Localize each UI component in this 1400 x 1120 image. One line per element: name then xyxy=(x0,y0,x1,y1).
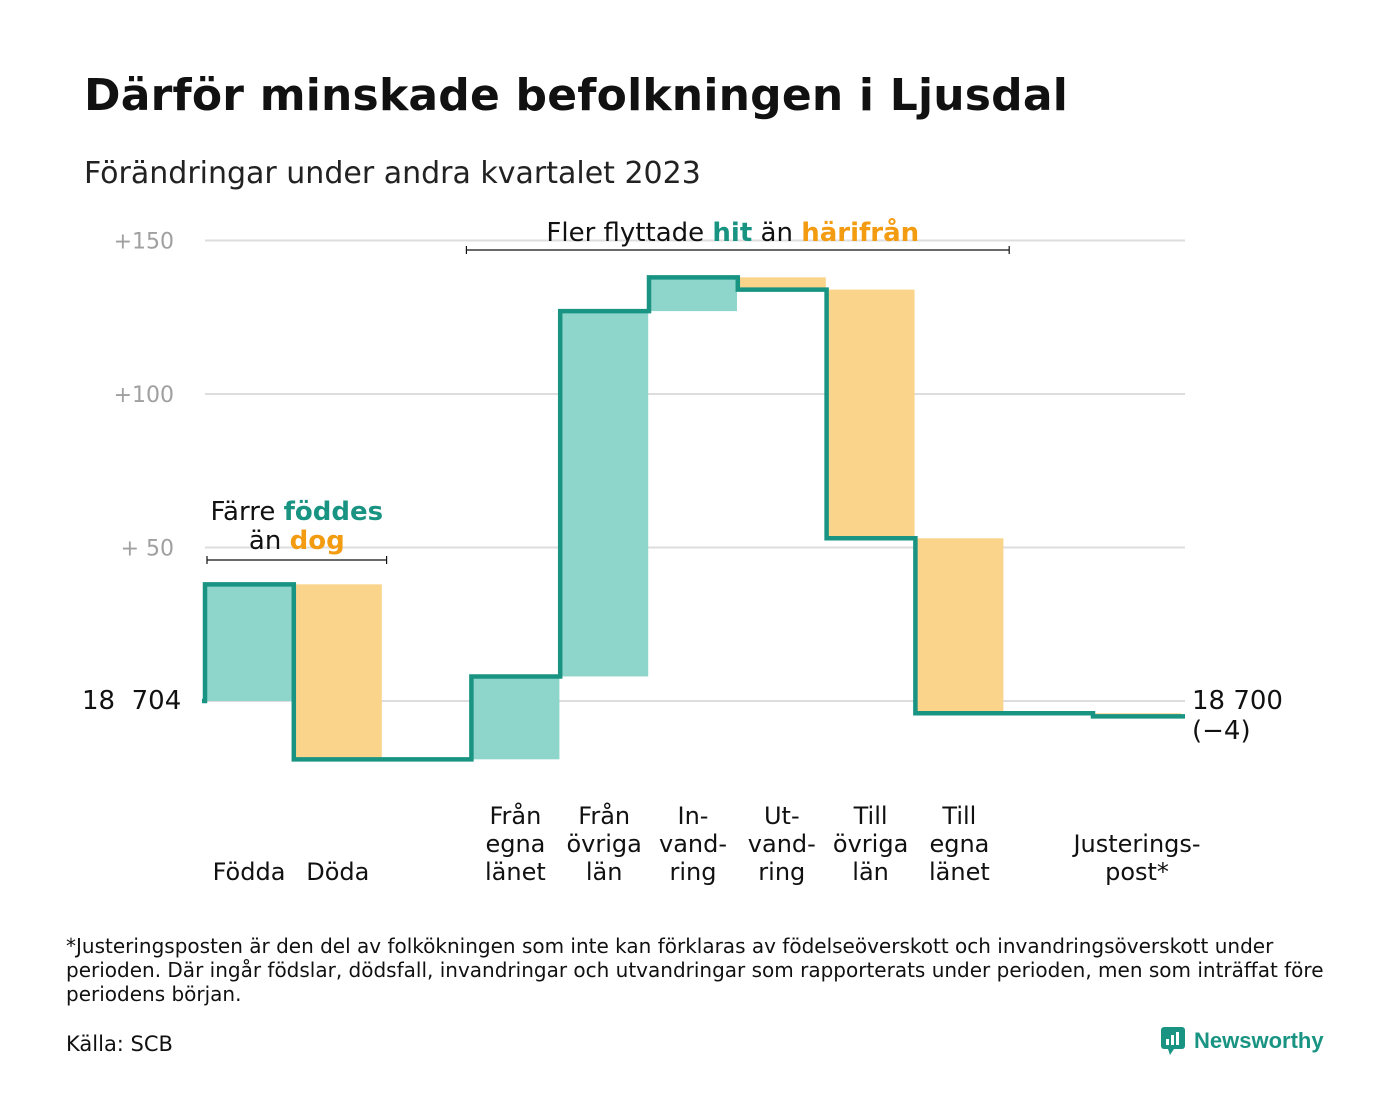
category-label: ring xyxy=(670,858,717,886)
category-label: länet xyxy=(485,858,546,886)
category-label: vand- xyxy=(748,830,816,858)
chart-title: Därför minskade befolkningen i Ljusdal xyxy=(84,70,1069,121)
annotation-migration: Fler flyttade hit än härifrån xyxy=(546,216,919,248)
brand-name: Newsworthy xyxy=(1194,1028,1324,1053)
category-label: vand- xyxy=(659,830,727,858)
end-change-label: (−4) xyxy=(1192,716,1251,746)
category-label: övriga xyxy=(833,830,908,858)
annotation-span: än xyxy=(752,218,801,248)
annotation-span: Färre xyxy=(210,497,283,527)
chart-subtitle: Förändringar under andra kvartalet 2023 xyxy=(84,156,701,191)
waterfall-bar xyxy=(826,289,915,539)
category-label: egna xyxy=(485,830,545,858)
bars xyxy=(205,277,1181,760)
annotation-span: än xyxy=(249,526,290,556)
waterfall-bar xyxy=(293,584,382,760)
annotation-span: dog xyxy=(290,526,345,556)
waterfall-bar xyxy=(915,538,1004,714)
category-label: länet xyxy=(929,858,990,886)
annotation-span: föddes xyxy=(284,497,384,527)
waterfall-bar xyxy=(560,311,649,677)
category-label: Till xyxy=(853,802,888,830)
category-label: län xyxy=(586,858,623,886)
waterfall-bar xyxy=(649,277,737,312)
footnote: *Justeringsposten är den del av folkökni… xyxy=(66,934,1324,1006)
category-label: post* xyxy=(1105,858,1169,886)
baseline-value-label: 18 704 xyxy=(82,686,181,716)
category-label: Döda xyxy=(306,858,369,886)
annotation-span: hit xyxy=(712,218,752,248)
y-tick-label: +100 xyxy=(114,383,174,408)
category-label: Ut- xyxy=(764,802,800,830)
category-label: län xyxy=(852,858,889,886)
step-line xyxy=(202,275,1185,762)
end-value-label: 18 700 xyxy=(1192,686,1283,716)
category-label: In- xyxy=(678,802,709,830)
annotation-span: härifrån xyxy=(801,216,919,248)
category-label: Födda xyxy=(213,858,286,886)
category-label: övriga xyxy=(567,830,642,858)
category-label: ring xyxy=(758,858,805,886)
waterfall-bar xyxy=(737,277,826,290)
category-label: Till xyxy=(941,802,976,830)
newsworthy-logo: Newsworthy xyxy=(1160,1026,1324,1056)
source-label: Källa: SCB xyxy=(66,1032,173,1056)
annotation-births-line1: Färre föddes xyxy=(210,497,383,527)
category-label: Justerings- xyxy=(1071,830,1200,858)
category-label: egna xyxy=(929,830,989,858)
waterfall-bar xyxy=(471,676,560,760)
category-label: Från xyxy=(489,801,541,830)
chart-bubble-icon xyxy=(1161,1027,1185,1055)
waterfall-bar xyxy=(205,584,293,701)
annotation-births-line2: än dog xyxy=(249,526,345,556)
step-line-path xyxy=(202,275,1185,762)
category-label: Från xyxy=(578,801,630,830)
y-tick-label: + 50 xyxy=(121,537,174,562)
annotation-span: Fler flyttade xyxy=(546,218,712,248)
y-tick-label: +150 xyxy=(114,230,174,255)
